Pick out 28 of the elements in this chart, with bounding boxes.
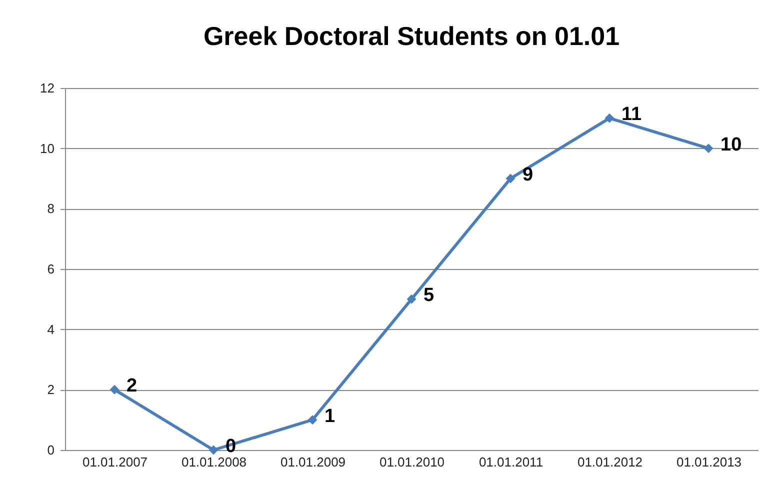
point	[406, 294, 416, 304]
y-tick-label: 0	[47, 442, 54, 458]
y-tick-label: 2	[47, 382, 54, 398]
chart-title: Greek Doctoral Students on 01.01	[203, 21, 620, 51]
x-tick-label: 01.01.2011	[478, 454, 544, 470]
point	[208, 445, 218, 455]
data-label: 1	[324, 406, 336, 427]
point	[506, 174, 516, 184]
data-label: 10	[720, 134, 742, 156]
point	[604, 113, 614, 123]
x-tick-label: 01.01.2007	[82, 454, 148, 470]
x-tick-label: 01.01.2012	[577, 454, 643, 470]
x-tick-label: 01.01.2010	[379, 454, 445, 470]
x-tick-label: 01.01.2013	[676, 454, 742, 470]
data-label: 2	[126, 376, 138, 397]
point	[308, 415, 318, 425]
data-label: 11	[622, 104, 642, 126]
x-tick-label: 01.01.2008	[181, 454, 247, 470]
x-tick-label: 01.01.2009	[280, 454, 346, 470]
y-tick-label: 6	[47, 262, 54, 276]
y-tick-label: 8	[47, 201, 54, 216]
y-tick-label: 4	[47, 322, 54, 337]
data-label: 5	[424, 285, 434, 306]
point	[704, 144, 714, 154]
y-tick-label: 12	[40, 80, 54, 96]
y-tick-label: 10	[40, 140, 54, 156]
point	[110, 384, 120, 394]
data-label: 9	[522, 164, 534, 186]
